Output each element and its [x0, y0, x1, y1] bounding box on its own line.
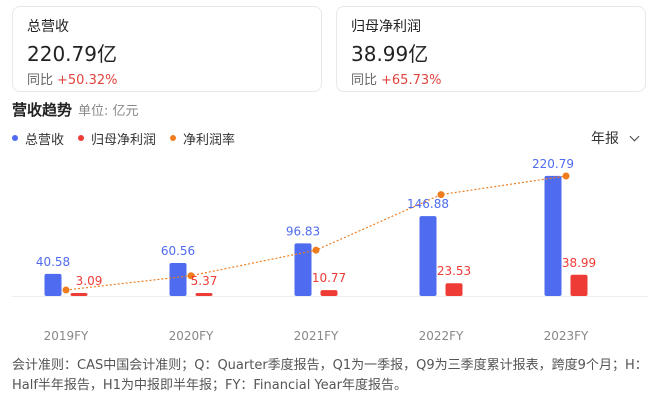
- profit-change-value: +65.73%: [381, 73, 442, 88]
- revenue-change-value: +50.32%: [57, 73, 118, 88]
- profit-card-label: 归母净利润: [351, 19, 421, 35]
- bar-revenue-2022FY: [419, 216, 437, 296]
- tick-label-2022FY: 2022FY: [419, 329, 464, 343]
- tick-label-2019FY: 2019FY: [44, 329, 89, 343]
- revenue-card: 总营收 220.79亿 同比 +50.32%: [12, 6, 322, 92]
- label-profit-2020FY: 5.37: [191, 274, 218, 288]
- label-profit-2021FY: 10.77: [312, 271, 346, 285]
- label-profit-2023FY: 38.99: [562, 256, 596, 270]
- legend-dot-profit: [78, 135, 85, 141]
- bar-revenue-2021FY: [294, 243, 312, 296]
- tick-label-2020FY: 2020FY: [169, 329, 214, 343]
- legend-label-profit: 归母净利润: [91, 132, 157, 148]
- bar-profit-2020FY: [195, 293, 213, 296]
- revenue-card-change: 同比 +50.32%: [27, 71, 307, 91]
- bar-profit-2021FY: [320, 290, 338, 296]
- label-revenue-2019FY: 40.58: [36, 255, 70, 269]
- period-selector-label: 年报: [591, 131, 619, 147]
- margin-point-2019FY: [62, 286, 70, 294]
- bar-profit-2022FY: [445, 283, 463, 296]
- profit-change-label: 同比: [351, 73, 378, 88]
- legend-item-profit[interactable]: 归母净利润: [78, 129, 156, 148]
- tick-label-2023FY: 2023FY: [544, 329, 589, 343]
- profit-card-change: 同比 +65.73%: [351, 71, 631, 91]
- chart-legend: 总营收 归母净利润 净利润率: [12, 128, 249, 148]
- margin-point-2021FY: [312, 246, 320, 254]
- legend-label-revenue: 总营收: [25, 132, 65, 148]
- profit-card-value: 38.99亿: [351, 42, 429, 66]
- revenue-trend-chart: 40.58 3.09 60.56 5.37 96.83 10.77 146.88 23.53 2…: [12, 157, 648, 343]
- tick-label-2021FY: 2021FY: [294, 329, 339, 343]
- label-revenue-2022FY: 146.88: [407, 197, 449, 211]
- label-profit-2019FY: 3.09: [76, 274, 103, 288]
- chevron-down-icon: [629, 131, 640, 141]
- label-profit-2022FY: 23.53: [437, 264, 471, 278]
- legend-dot-revenue: [12, 135, 18, 141]
- bar-profit-2019FY: [70, 293, 88, 296]
- section-unit: 单位: 亿元: [78, 104, 139, 119]
- profit-card: 归母净利润 38.99亿 同比 +65.73%: [336, 6, 646, 92]
- revenue-change-label: 同比: [27, 73, 54, 88]
- section-title: 营收趋势: [12, 101, 73, 119]
- footnote: 会计准则：CAS中国会计准则；Q：Quarter季度报告，Q1为一季报，Q9为三…: [12, 358, 648, 393]
- revenue-card-value: 220.79亿: [27, 42, 117, 66]
- legend-label-margin: 净利润率: [183, 132, 236, 148]
- legend-dot-margin: [170, 135, 177, 141]
- legend-item-margin[interactable]: 净利润率: [170, 129, 235, 148]
- label-revenue-2020FY: 60.56: [161, 244, 195, 258]
- label-revenue-2023FY: 220.79: [532, 157, 574, 171]
- margin-point-2022FY: [437, 191, 445, 199]
- period-selector[interactable]: 年报: [591, 128, 640, 148]
- margin-point-2023FY: [562, 172, 570, 180]
- bar-revenue-2023FY: [544, 175, 562, 296]
- margin-point-2020FY: [187, 272, 195, 280]
- revenue-card-label: 总营收: [27, 19, 69, 35]
- bar-revenue-2020FY: [169, 263, 187, 296]
- bar-revenue-2019FY: [44, 273, 62, 296]
- bar-profit-2023FY: [570, 274, 588, 296]
- label-revenue-2021FY: 96.83: [286, 224, 320, 238]
- section-header: 营收趋势 单位: 亿元: [12, 98, 139, 122]
- legend-item-revenue[interactable]: 总营收: [12, 129, 64, 148]
